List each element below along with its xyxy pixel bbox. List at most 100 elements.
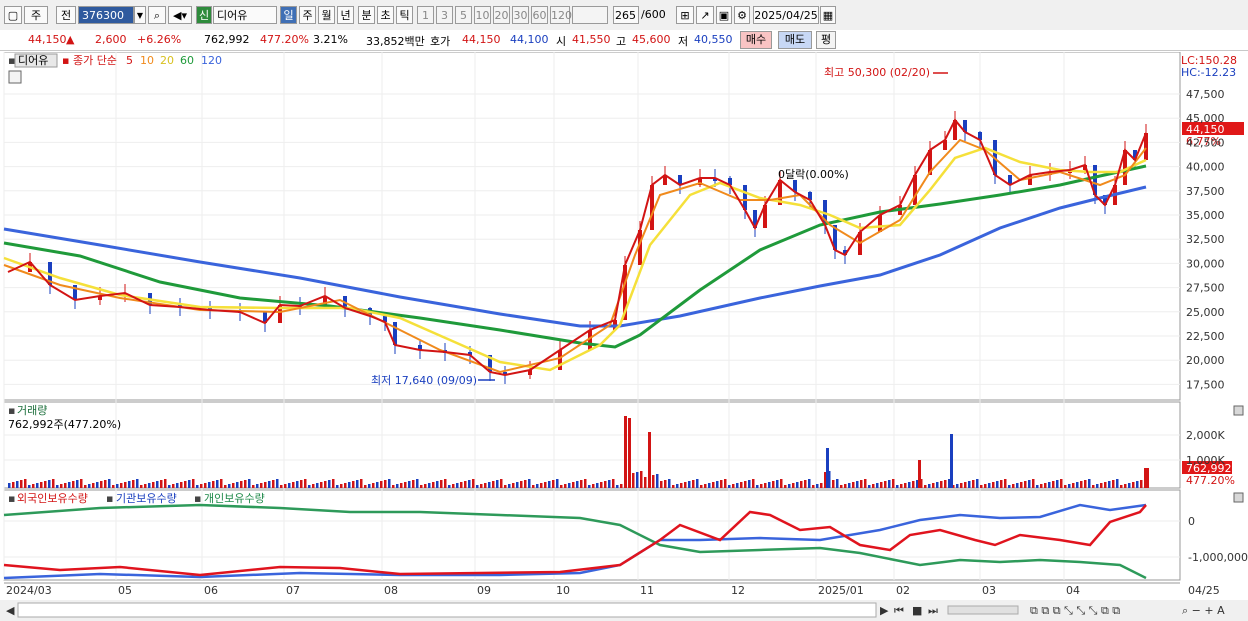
speaker-icon[interactable]: ◀▾	[168, 6, 192, 24]
volume-bar	[596, 483, 599, 488]
mode-button[interactable]: 전	[56, 6, 76, 24]
sell-button[interactable]: 매도	[778, 31, 812, 49]
buy-button[interactable]: 매수	[740, 31, 772, 49]
interval-1[interactable]: 1	[417, 6, 434, 24]
volume-bar	[760, 484, 763, 488]
period-second[interactable]: 초	[377, 6, 394, 24]
interval-20[interactable]: 20	[493, 6, 510, 24]
volume-bar	[92, 483, 95, 488]
scroll-left-icon[interactable]: ◀	[6, 604, 15, 617]
stock-code-input[interactable]: 376300	[78, 6, 134, 24]
volume-bar	[24, 479, 27, 488]
volume-bar	[116, 484, 119, 488]
volume-bar	[544, 482, 547, 488]
current-pct-text: 6.77%	[1186, 135, 1221, 148]
save-icon[interactable]: ▣	[716, 6, 732, 24]
price-tick-label: 42,500	[1186, 136, 1225, 149]
volume-bar	[764, 483, 767, 488]
open-price: 41,550	[572, 33, 611, 46]
holding-icon: ▪	[8, 492, 15, 505]
window-icon[interactable]: ▢	[4, 6, 22, 24]
zoom-slider[interactable]	[947, 605, 1019, 615]
stock-chart[interactable]: ▪ 디어유 ▪ 종가 단순 5 10 20 60 120 LC:150.28 H…	[0, 52, 1248, 621]
volume-bar	[932, 483, 935, 488]
interval-10[interactable]: 10	[474, 6, 491, 24]
volume-spike	[648, 432, 651, 488]
volume-bar	[824, 472, 827, 488]
volume-bar	[244, 480, 247, 488]
volume-bar	[920, 479, 923, 488]
volume-bar	[276, 479, 279, 488]
volume-panel[interactable]	[3, 401, 1181, 489]
chart-tool-icon[interactable]: ⊞	[676, 6, 694, 24]
count-input[interactable]: 265	[613, 6, 639, 24]
time-tick-label: 2025/01	[818, 584, 864, 597]
toolbar: ▢ 주 전 376300 ▼ ⌕ ◀▾ 신 디어유 일 주 월 년 분 초 틱 …	[0, 0, 1248, 31]
volume-bar	[296, 481, 299, 488]
volume-bar	[384, 480, 387, 488]
calendar-icon[interactable]: ▦	[820, 6, 836, 24]
stop-icon[interactable]: ■	[912, 604, 922, 617]
interval-60[interactable]: 60	[531, 6, 548, 24]
rewind-icon[interactable]: ⏮	[894, 604, 904, 617]
volume-bar	[740, 482, 743, 488]
eval-button[interactable]: 평	[816, 31, 836, 49]
period-minute[interactable]: 분	[358, 6, 375, 24]
holding-panel[interactable]	[3, 489, 1181, 581]
period-month[interactable]: 월	[318, 6, 335, 24]
tools-icon[interactable]: ⧉ ⧉ ⧉ ⤡ ⤡ ⤡ ⧉ ⧉	[1030, 604, 1120, 617]
stock-name-field[interactable]: 디어유	[213, 6, 277, 24]
panel-icon: ▪	[8, 54, 15, 67]
date-field[interactable]: 2025/04/25	[753, 6, 819, 24]
volume-bar	[272, 480, 275, 488]
scrollbar-track[interactable]	[17, 602, 877, 618]
volume-bar	[456, 483, 459, 488]
volume-bar	[432, 482, 435, 488]
draw-tool-icon[interactable]: ↗	[696, 6, 714, 24]
volume-bar	[1024, 481, 1027, 488]
period-year[interactable]: 년	[337, 6, 354, 24]
period-tick[interactable]: 틱	[396, 6, 413, 24]
volume-bar	[600, 482, 603, 488]
volume-bar	[940, 481, 943, 488]
period-day[interactable]: 일	[280, 6, 297, 24]
volume-spike	[628, 418, 631, 488]
type-select[interactable]: 주	[24, 6, 48, 24]
search-icon[interactable]: ⌕	[148, 6, 166, 24]
volume-bar	[980, 485, 983, 488]
volume-bar	[748, 480, 751, 488]
close-icon[interactable]	[1233, 492, 1244, 503]
interval-30[interactable]: 30	[512, 6, 529, 24]
volume-bar	[368, 484, 371, 488]
volume-bar	[532, 485, 535, 488]
custom-interval-input[interactable]	[572, 6, 608, 24]
volume-bar	[804, 480, 807, 488]
scroll-right-icon[interactable]: ▶	[880, 604, 889, 617]
volume-bar	[196, 485, 199, 488]
forward-icon[interactable]: ⏭	[928, 604, 938, 617]
volume-bar	[488, 482, 491, 488]
interval-3[interactable]: 3	[436, 6, 453, 24]
interval-120[interactable]: 120	[550, 6, 572, 24]
volume-bar	[864, 479, 867, 488]
volume-bar	[172, 484, 175, 488]
grid-toggle-icon[interactable]	[8, 70, 22, 84]
interval-5[interactable]: 5	[455, 6, 472, 24]
time-tick-label: 02	[896, 584, 910, 597]
volume-bar	[236, 482, 239, 488]
volume-bar	[712, 482, 715, 488]
volume-bar	[868, 485, 871, 488]
gear-icon[interactable]: ⚙	[734, 6, 750, 24]
candle-body	[793, 180, 797, 192]
volume-bar	[252, 485, 255, 488]
period-week[interactable]: 주	[299, 6, 316, 24]
volume-bar	[1132, 482, 1135, 488]
volume-bar	[692, 480, 695, 488]
volume-bar	[936, 482, 939, 488]
volume-bar	[728, 485, 731, 488]
trade-amount: 33,852백만	[366, 35, 425, 48]
close-icon[interactable]	[1233, 405, 1244, 416]
volume-bar	[448, 485, 451, 488]
zoom-icon[interactable]: ⌕ − + A	[1182, 604, 1225, 617]
chevron-down-icon[interactable]: ▼	[134, 6, 146, 24]
